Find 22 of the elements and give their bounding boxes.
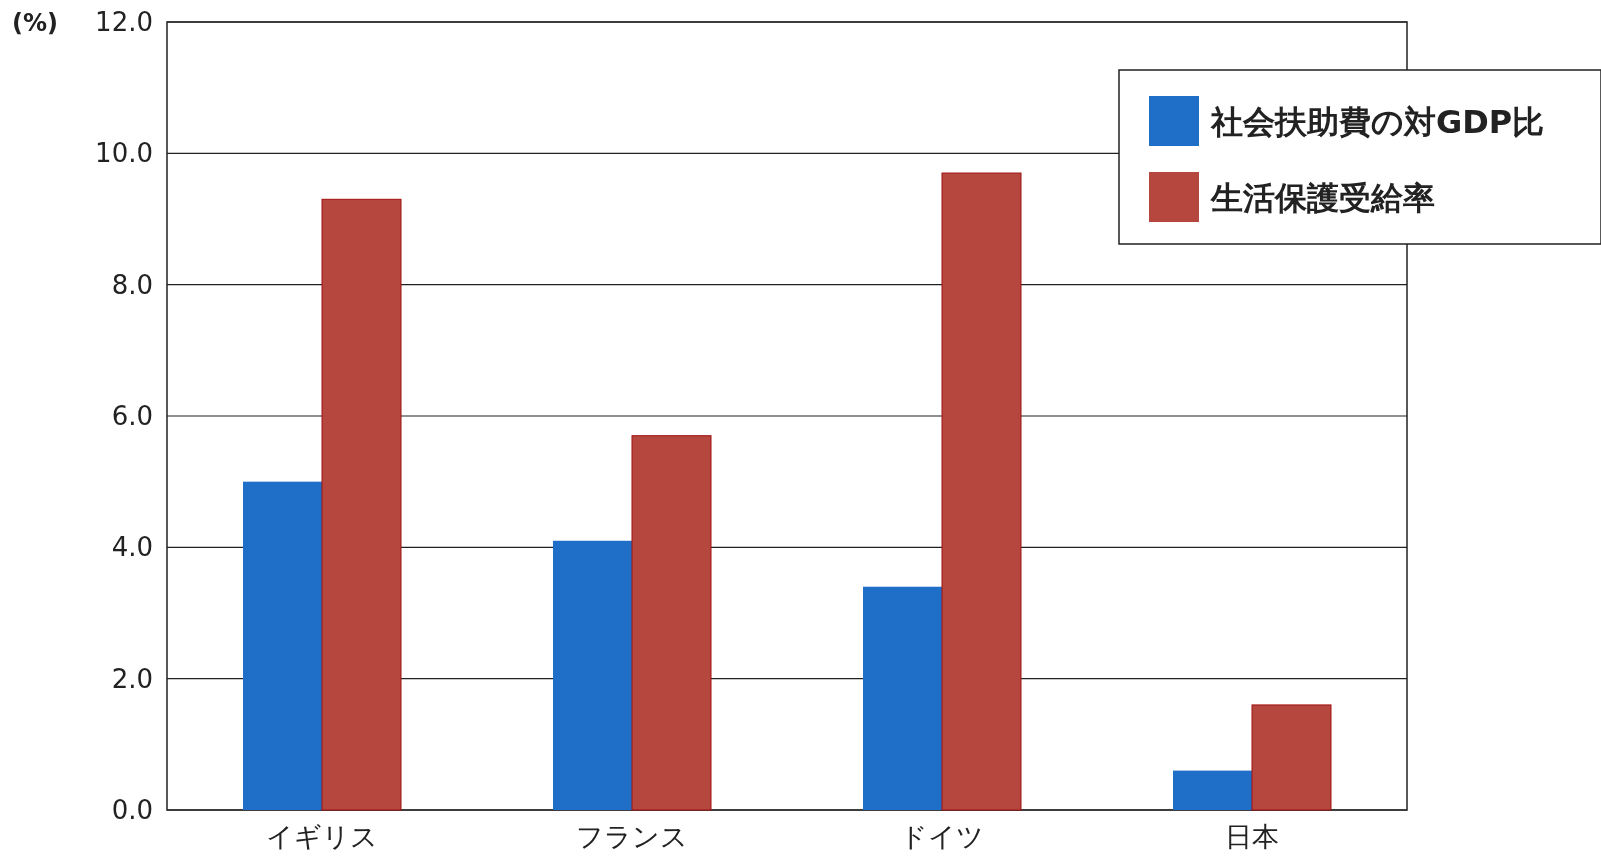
x-tick-label: イギリス	[266, 821, 378, 852]
y-tick-label: 4.0	[111, 532, 153, 563]
x-tick-label: ドイツ	[900, 821, 984, 852]
y-tick-label: 8.0	[111, 269, 153, 300]
y-tick-label: 12.0	[95, 7, 153, 37]
y-tick-label: 10.0	[95, 138, 153, 169]
y-tick-label: 0.0	[111, 795, 153, 825]
bar	[553, 540, 632, 810]
legend-label: 社会扶助費の対GDP比	[1210, 103, 1545, 141]
bar	[243, 481, 322, 810]
bar	[1173, 770, 1252, 810]
bar	[863, 586, 942, 810]
bar	[321, 198, 402, 811]
x-tick-label: フランス	[576, 821, 688, 852]
y-tick-label: 2.0	[111, 663, 153, 694]
bar	[631, 435, 712, 811]
y-tick-label: 6.0	[111, 401, 153, 431]
x-tick-label: 日本	[1225, 821, 1279, 852]
bar	[941, 172, 1022, 811]
legend-label: 生活保護受給率	[1210, 179, 1435, 217]
bar	[1251, 704, 1332, 811]
y-axis-title: (%)	[12, 9, 58, 37]
